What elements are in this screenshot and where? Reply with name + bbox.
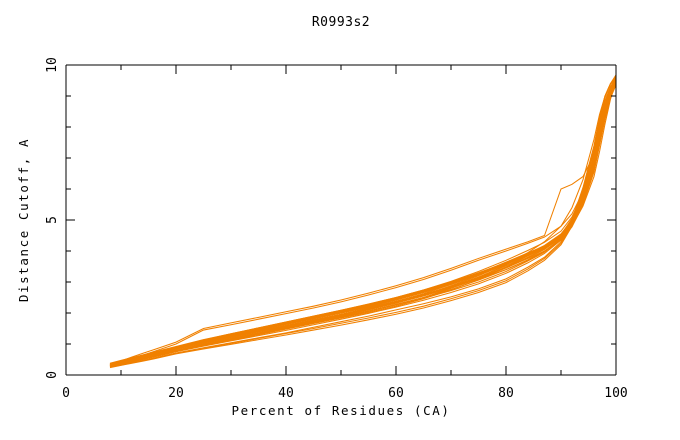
data-curve — [109, 81, 617, 365]
x-tick-label: 80 — [498, 386, 514, 401]
x-tick-label: 20 — [168, 386, 184, 401]
axis-ticks-group — [65, 64, 617, 376]
x-tick-label: 0 — [62, 386, 70, 401]
data-curve — [109, 74, 617, 367]
y-tick-label: 5 — [45, 216, 60, 224]
x-tick-label: 60 — [388, 386, 404, 401]
data-curve — [109, 80, 617, 366]
axis-tick-labels-group: 0 20 40 60 80 100 0 5 10 — [45, 57, 628, 401]
x-tick-label: 100 — [604, 386, 627, 401]
data-curves-group — [109, 74, 617, 369]
data-curve — [109, 80, 617, 369]
y-tick-label: 0 — [45, 371, 60, 379]
x-tick-label: 40 — [278, 386, 294, 401]
y-tick-label: 10 — [45, 57, 60, 73]
y-axis-label: Distance Cutoff, A — [16, 138, 31, 302]
data-curve — [109, 77, 617, 368]
x-axis-label: Percent of Residues (CA) — [231, 403, 450, 418]
chart-title: R0993s2 — [312, 15, 370, 30]
